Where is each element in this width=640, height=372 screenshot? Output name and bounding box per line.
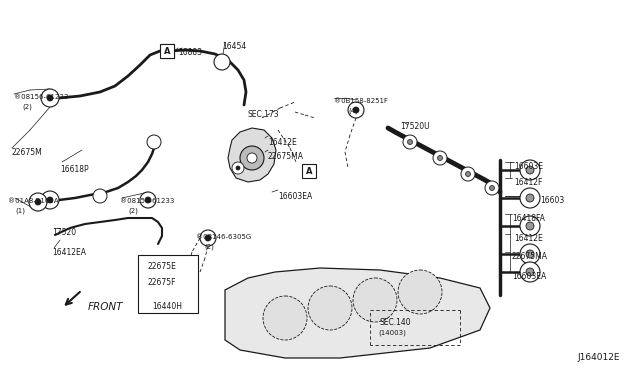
Circle shape bbox=[35, 199, 41, 205]
Text: A: A bbox=[306, 167, 312, 176]
Circle shape bbox=[526, 194, 534, 202]
Circle shape bbox=[520, 216, 540, 236]
Text: 22675MA: 22675MA bbox=[512, 252, 548, 261]
Circle shape bbox=[465, 171, 470, 176]
Text: 16412E: 16412E bbox=[514, 234, 543, 243]
Circle shape bbox=[526, 222, 534, 230]
Circle shape bbox=[41, 89, 59, 107]
Text: (1): (1) bbox=[15, 208, 25, 215]
Bar bbox=[160, 44, 174, 58]
Circle shape bbox=[240, 146, 264, 170]
Circle shape bbox=[93, 189, 107, 203]
Circle shape bbox=[263, 296, 307, 340]
Circle shape bbox=[520, 244, 540, 264]
Circle shape bbox=[41, 191, 59, 209]
Circle shape bbox=[520, 188, 540, 208]
Circle shape bbox=[140, 192, 156, 208]
Text: (2): (2) bbox=[128, 208, 138, 215]
Circle shape bbox=[526, 268, 534, 276]
Text: 22675F: 22675F bbox=[148, 278, 177, 287]
Text: (2): (2) bbox=[22, 104, 32, 110]
Text: 16440H: 16440H bbox=[152, 302, 182, 311]
Circle shape bbox=[247, 153, 257, 163]
Text: ®08156-61233: ®08156-61233 bbox=[120, 198, 174, 204]
Circle shape bbox=[353, 107, 359, 113]
Circle shape bbox=[147, 135, 161, 149]
Text: 16418FA: 16418FA bbox=[512, 214, 545, 223]
Circle shape bbox=[526, 250, 534, 258]
Circle shape bbox=[520, 262, 540, 282]
Text: 16603EA: 16603EA bbox=[512, 272, 547, 281]
Circle shape bbox=[348, 102, 364, 118]
Text: 22675M: 22675M bbox=[12, 148, 43, 157]
Text: ®01A8-B161A: ®01A8-B161A bbox=[8, 198, 59, 204]
Text: SEC.173: SEC.173 bbox=[248, 110, 280, 119]
Bar bbox=[162, 44, 174, 58]
Text: (14003): (14003) bbox=[378, 330, 406, 337]
Circle shape bbox=[433, 151, 447, 165]
Circle shape bbox=[200, 230, 216, 246]
Circle shape bbox=[490, 186, 495, 190]
Circle shape bbox=[353, 278, 397, 322]
Text: FRONT: FRONT bbox=[88, 302, 124, 312]
Circle shape bbox=[398, 270, 442, 314]
Text: 16412EA: 16412EA bbox=[52, 248, 86, 257]
Circle shape bbox=[145, 197, 151, 203]
Text: 16454: 16454 bbox=[222, 42, 246, 51]
Circle shape bbox=[47, 197, 53, 203]
Polygon shape bbox=[228, 128, 276, 182]
Bar bbox=[302, 164, 316, 178]
Text: 16603E: 16603E bbox=[514, 162, 543, 171]
Text: J164012E: J164012E bbox=[577, 353, 620, 362]
Text: 17520U: 17520U bbox=[400, 122, 429, 131]
Circle shape bbox=[461, 167, 475, 181]
Circle shape bbox=[214, 54, 230, 70]
Text: 16618P: 16618P bbox=[60, 165, 88, 174]
Circle shape bbox=[236, 166, 240, 170]
Text: ®0B158-8251F: ®0B158-8251F bbox=[334, 98, 388, 104]
Text: 22675E: 22675E bbox=[148, 262, 177, 271]
Text: A: A bbox=[164, 46, 170, 55]
Circle shape bbox=[308, 286, 352, 330]
Text: 16883: 16883 bbox=[178, 48, 202, 57]
Circle shape bbox=[232, 162, 244, 174]
Text: 16603: 16603 bbox=[540, 196, 564, 205]
Circle shape bbox=[408, 140, 413, 144]
Text: ®08156-61233: ®08156-61233 bbox=[14, 94, 68, 100]
Polygon shape bbox=[225, 268, 490, 358]
Circle shape bbox=[29, 193, 47, 211]
Text: 16412F: 16412F bbox=[514, 178, 542, 187]
Text: SEC.140: SEC.140 bbox=[380, 318, 412, 327]
Text: 17520: 17520 bbox=[52, 228, 76, 237]
Text: 16603EA: 16603EA bbox=[278, 192, 312, 201]
Circle shape bbox=[438, 155, 442, 160]
Bar bbox=[138, 255, 198, 313]
Circle shape bbox=[47, 95, 53, 101]
Circle shape bbox=[403, 135, 417, 149]
Text: 22675MA: 22675MA bbox=[268, 152, 304, 161]
Text: 16412E: 16412E bbox=[268, 138, 297, 147]
Text: ®08146-6305G: ®08146-6305G bbox=[196, 234, 252, 240]
Circle shape bbox=[520, 160, 540, 180]
Text: (2): (2) bbox=[204, 244, 214, 250]
Circle shape bbox=[205, 235, 211, 241]
Circle shape bbox=[485, 181, 499, 195]
Circle shape bbox=[526, 166, 534, 174]
Text: (4): (4) bbox=[348, 108, 358, 115]
